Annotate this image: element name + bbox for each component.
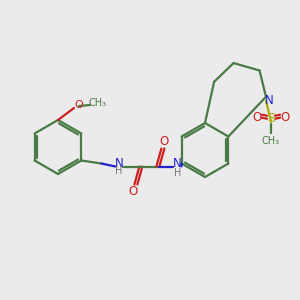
Text: H: H (174, 167, 181, 178)
Text: O: O (129, 185, 138, 198)
Text: N: N (265, 94, 273, 107)
Text: CH₃: CH₃ (89, 98, 107, 108)
Text: O: O (280, 111, 290, 124)
Text: O: O (160, 135, 169, 148)
Text: CH₃: CH₃ (262, 136, 280, 146)
Text: H: H (115, 167, 122, 176)
Text: S: S (267, 112, 275, 125)
Text: O: O (252, 111, 262, 124)
Text: N: N (173, 157, 182, 170)
Text: N: N (115, 157, 124, 170)
Text: O: O (75, 100, 83, 110)
